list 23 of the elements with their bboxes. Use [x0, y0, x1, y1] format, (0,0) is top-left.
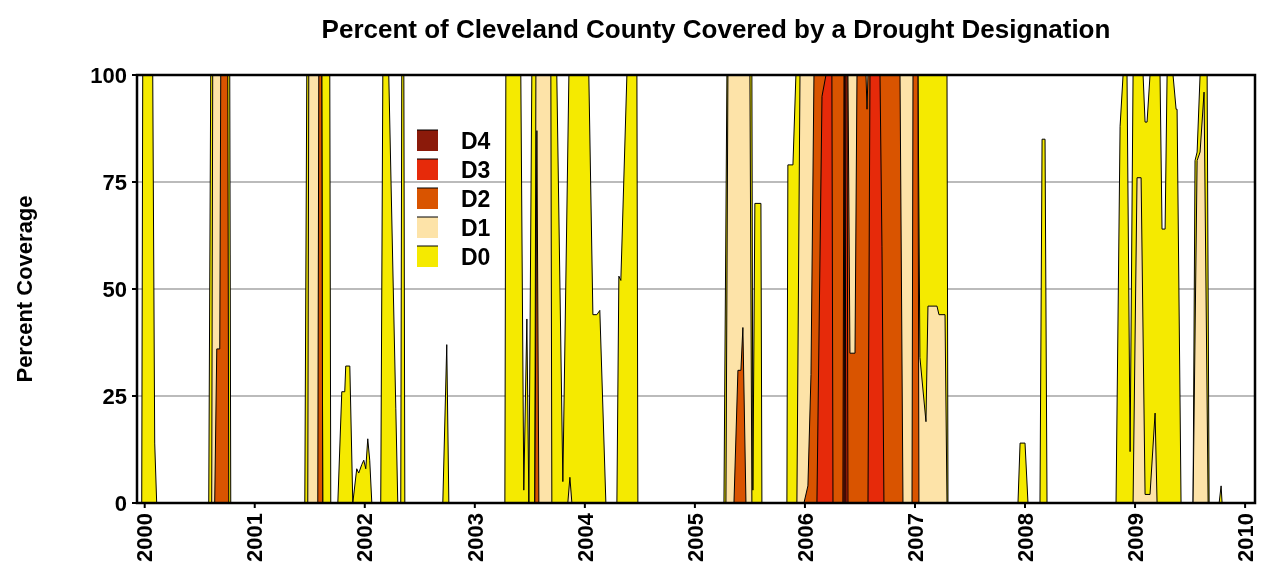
x-tick-label: 2005 [682, 513, 708, 562]
x-tick-label: 2008 [1012, 513, 1038, 562]
legend-label: D2 [461, 186, 491, 213]
x-tick-label: 2009 [1122, 513, 1148, 562]
x-tick-label: 2006 [792, 513, 818, 562]
y-tick-label: 50 [102, 276, 127, 302]
x-tick-label: 2010 [1232, 513, 1258, 562]
y-tick-label: 25 [102, 383, 127, 409]
x-tick-label: 2004 [572, 512, 598, 562]
legend-label: D1 [461, 215, 491, 242]
y-tick-label: 100 [90, 62, 127, 88]
x-tick-label: 2003 [462, 513, 488, 562]
legend-label: D4 [461, 128, 491, 155]
legend-label: D0 [461, 244, 491, 271]
x-tick-label: 2002 [352, 513, 378, 562]
x-tick-label: 2000 [132, 513, 158, 562]
y-tick-label: 0 [114, 490, 127, 516]
legend-label: D3 [461, 157, 491, 184]
x-tick-label: 2007 [902, 513, 928, 562]
chart-title: Percent of Cleveland County Covered by a Drought Designation [321, 14, 1111, 44]
x-tick-label: 2001 [242, 513, 268, 562]
y-tick-label: 75 [102, 169, 127, 195]
y-axis-title: Percent Coverage [12, 195, 37, 383]
